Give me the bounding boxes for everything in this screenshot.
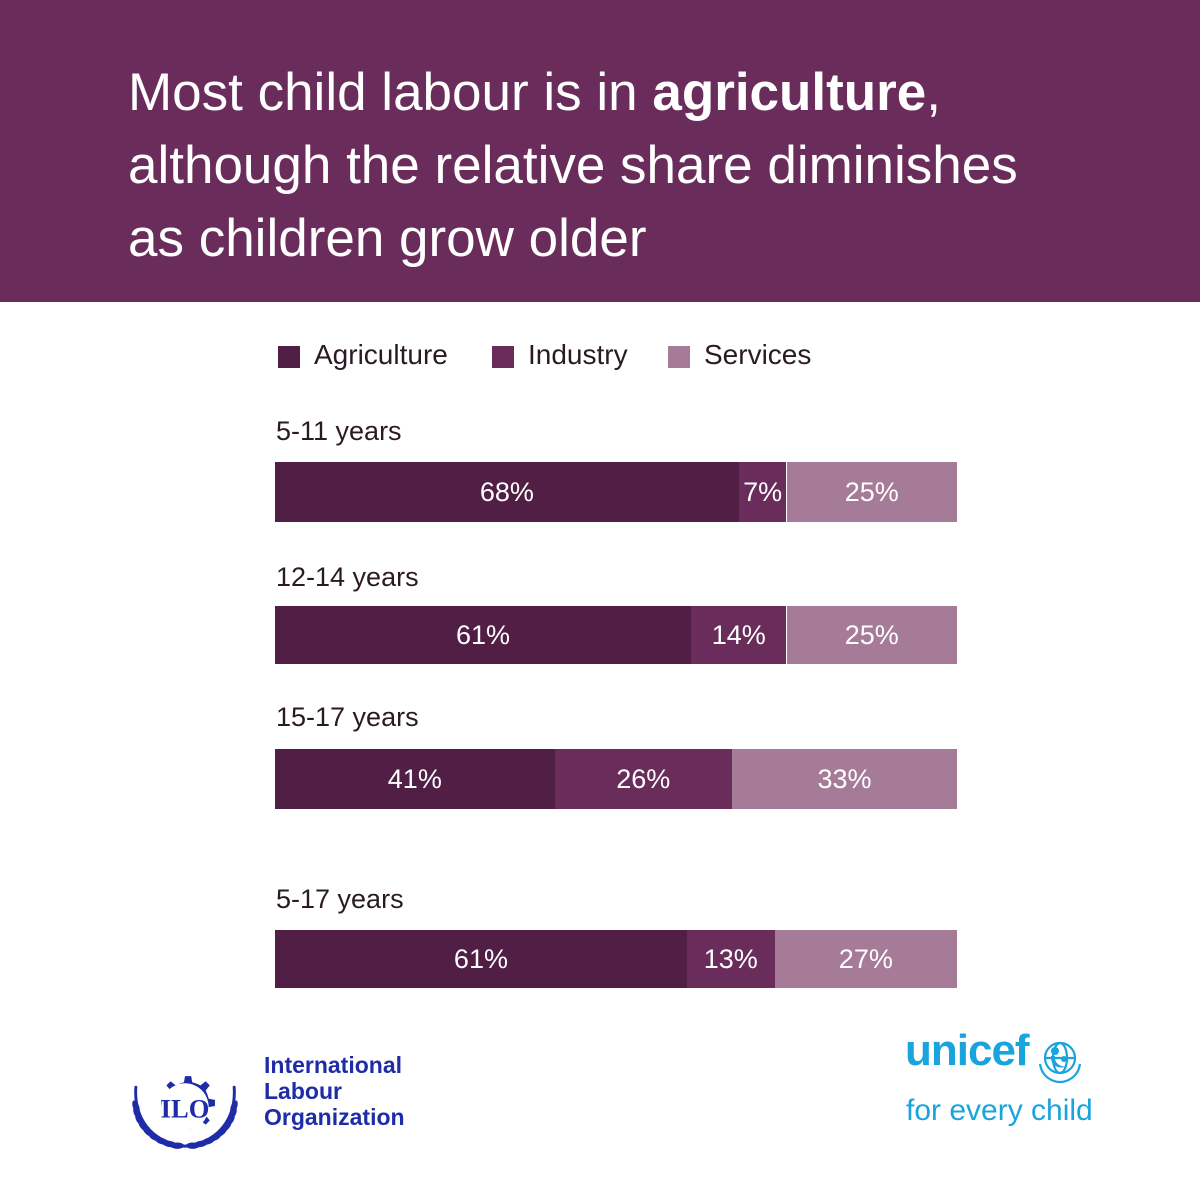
ilo-line: International xyxy=(264,1052,403,1078)
bar-segment: 68% xyxy=(275,462,739,522)
ilo-emblem-icon: ILO xyxy=(132,1076,238,1149)
category-label: 12-14 years xyxy=(276,562,419,592)
stacked-bar: 61% 14% 25% xyxy=(275,606,957,664)
title-line: although the relative share diminishes xyxy=(128,136,1018,195)
title-part: , xyxy=(926,63,941,122)
chart-title: Most child labour is in agriculture, alth… xyxy=(128,56,1128,275)
bar-segment: 41% xyxy=(275,749,555,809)
ilo-line: Organization xyxy=(264,1104,405,1130)
title-part: Most child labour is in xyxy=(128,63,653,122)
legend-label: Agriculture xyxy=(314,339,448,370)
bar-segment: 61% xyxy=(275,930,687,988)
bar-segment: 13% xyxy=(686,930,775,988)
ilo-line: Labour xyxy=(264,1078,342,1104)
legend-label: Industry xyxy=(528,339,628,370)
title-line: as children grow older xyxy=(128,209,647,268)
stacked-bar: 41% 26% 33% xyxy=(275,749,957,809)
unicef-wordmark: unicef xyxy=(905,1026,1030,1075)
unicef-tagline: for every child xyxy=(906,1094,1093,1127)
legend-swatch xyxy=(668,346,690,368)
title-emphasis: agriculture xyxy=(652,63,927,122)
bar-segment: 25% xyxy=(786,606,957,664)
bar-segment: 7% xyxy=(738,462,787,522)
stacked-bar: 61% 13% 27% xyxy=(275,930,957,988)
legend-swatch xyxy=(492,346,514,368)
bar-segment: 61% xyxy=(275,606,692,664)
bar-segment: 27% xyxy=(774,930,957,988)
bar-segment: 26% xyxy=(554,749,732,809)
header-banner: Most child labour is in agriculture, alth… xyxy=(0,0,1200,302)
ilo-mark: ILO xyxy=(161,1094,210,1124)
bar-segment: 25% xyxy=(786,462,957,522)
bar-segment: 14% xyxy=(691,606,787,664)
ilo-wordmark: International Labour Organization xyxy=(264,1052,405,1130)
category-label: 15-17 years xyxy=(276,702,419,732)
unicef-emblem-icon xyxy=(1038,1041,1082,1084)
category-label: 5-17 years xyxy=(276,884,404,914)
stacked-bar: 68% 7% 25% xyxy=(275,462,957,522)
legend-swatch xyxy=(278,346,300,368)
legend-label: Services xyxy=(704,339,812,370)
category-label: 5-11 years xyxy=(276,416,402,446)
bar-segment: 33% xyxy=(731,749,957,809)
